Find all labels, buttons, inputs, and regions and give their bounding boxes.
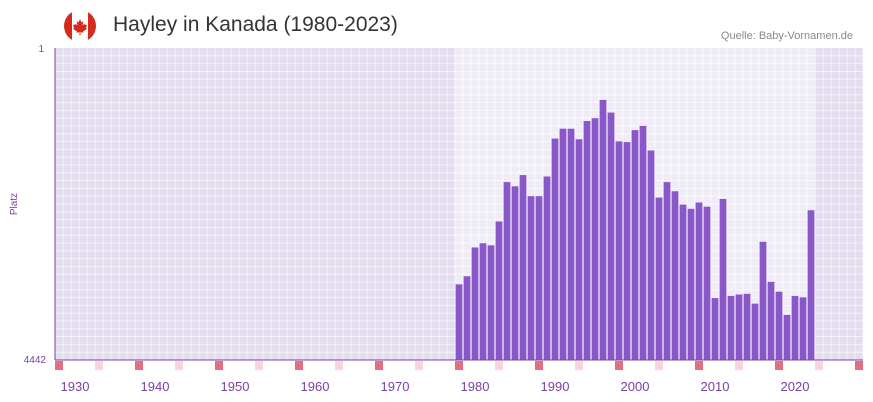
bar-2004 (663, 182, 671, 360)
decade-marker (215, 361, 223, 370)
decade-marker (55, 361, 63, 370)
bar-2014 (743, 293, 751, 360)
bar-2022 (807, 210, 815, 360)
chart-title: Hayley in Kanada (1980-2023) (113, 13, 398, 36)
half-decade-marker (95, 361, 103, 370)
bar-1991 (559, 128, 567, 360)
bar-1980 (471, 247, 479, 360)
x-tick-label-1940: 1940 (141, 379, 170, 394)
decade-marker (695, 361, 703, 370)
x-tick-label-1930: 1930 (61, 379, 90, 394)
bar-1982 (487, 245, 495, 360)
bar-1978 (455, 284, 463, 360)
bar-2015 (751, 303, 759, 360)
bar-1986 (519, 175, 527, 360)
x-tick-label-1990: 1990 (541, 379, 570, 394)
bar-2017 (767, 281, 775, 360)
bar-2005 (671, 191, 679, 360)
decade-marker (535, 361, 543, 370)
bar-2006 (679, 204, 687, 360)
bar-2001 (639, 125, 647, 360)
bar-1998 (615, 141, 623, 360)
bar-1996 (599, 99, 607, 361)
half-decade-marker (575, 361, 583, 370)
bar-2011 (719, 198, 727, 360)
y-tick-label-top: 1 (38, 44, 44, 55)
bar-1985 (511, 186, 519, 360)
x-tick-label-1970: 1970 (381, 379, 410, 394)
decade-marker (295, 361, 303, 370)
canada-flag-icon (64, 10, 96, 42)
decade-marker (135, 361, 143, 370)
half-decade-marker (655, 361, 663, 370)
x-tick-label-2020: 2020 (781, 379, 810, 394)
bar-2020 (791, 295, 799, 360)
x-tick-label-2010: 2010 (701, 379, 730, 394)
bar-2009 (703, 206, 711, 360)
bar-1997 (607, 112, 615, 360)
half-decade-marker (735, 361, 743, 370)
bar-1993 (575, 139, 583, 360)
decade-marker (855, 361, 863, 370)
y-tick-label-bottom: 4442 (24, 355, 47, 366)
bar-1987 (527, 196, 535, 360)
bar-2002 (647, 150, 655, 360)
bar-2007 (687, 208, 695, 360)
bar-1983 (495, 221, 503, 360)
bar-1994 (583, 120, 591, 360)
half-decade-marker (175, 361, 183, 370)
decade-marker (375, 361, 383, 370)
bar-1981 (479, 243, 487, 360)
bar-2018 (775, 291, 783, 360)
bar-2016 (759, 241, 767, 360)
bar-1979 (463, 276, 471, 360)
bar-2010 (711, 298, 719, 360)
bar-2000 (631, 130, 639, 360)
bar-2012 (727, 295, 735, 360)
half-decade-marker (495, 361, 503, 370)
bar-1988 (535, 196, 543, 360)
bar-2019 (783, 314, 791, 360)
bar-1984 (503, 182, 511, 360)
x-tick-label-1950: 1950 (221, 379, 250, 394)
x-tick-label-1960: 1960 (301, 379, 330, 394)
bar-2008 (695, 202, 703, 360)
bar-2021 (799, 297, 807, 360)
bar-1992 (567, 128, 575, 360)
y-axis-label: Platz (9, 193, 20, 215)
bar-1999 (623, 142, 631, 360)
half-decade-marker (815, 361, 823, 370)
decade-marker (455, 361, 463, 370)
x-tick-label-2000: 2000 (621, 379, 650, 394)
bar-2003 (655, 197, 663, 360)
decade-marker (775, 361, 783, 370)
bar-1990 (551, 138, 559, 360)
half-decade-marker (255, 361, 263, 370)
bar-2013 (735, 294, 743, 360)
half-decade-marker (415, 361, 423, 370)
bar-1995 (591, 118, 599, 360)
bar-1989 (543, 176, 551, 360)
source-note: Quelle: Baby-Vornamen.de (720, 30, 853, 42)
x-tick-label-1980: 1980 (461, 379, 490, 394)
decade-marker (615, 361, 623, 370)
half-decade-marker (335, 361, 343, 370)
